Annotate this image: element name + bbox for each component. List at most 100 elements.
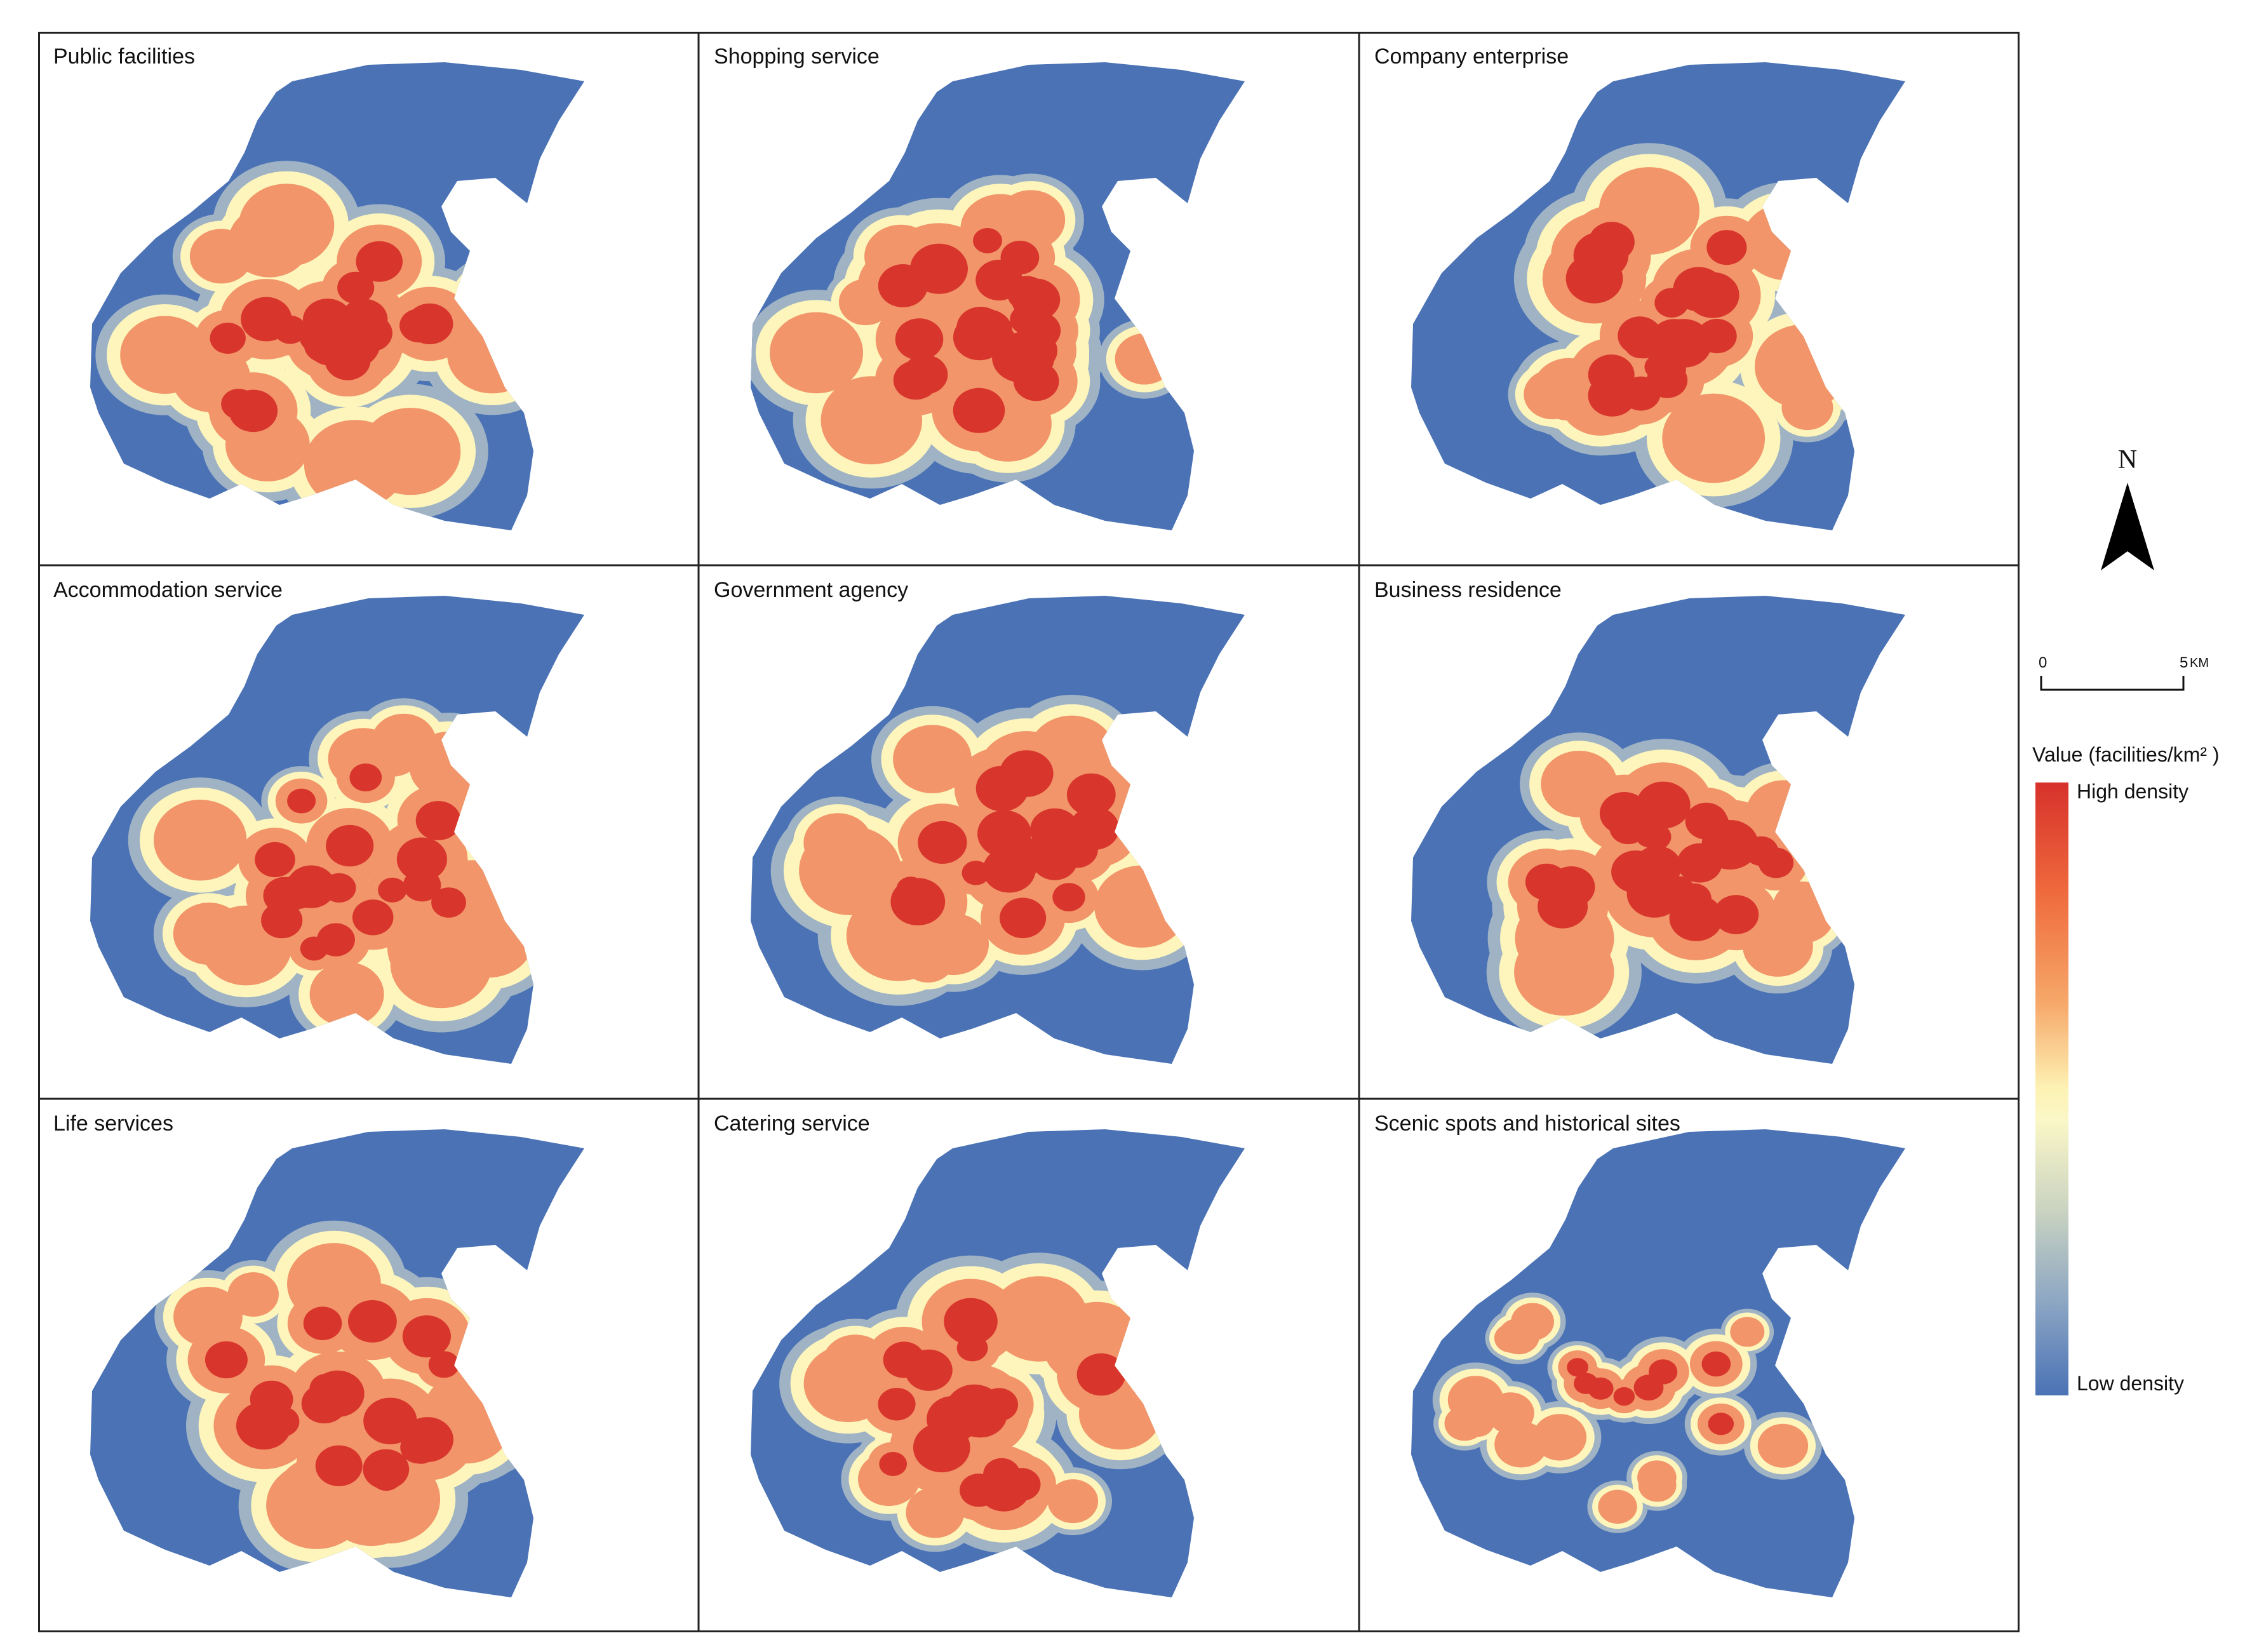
density-blob [913,1423,970,1473]
panel-title: Scenic spots and historical sites [1374,1111,1680,1136]
density-blob [977,810,1031,857]
map-panel-public-facilities: Public facilities [38,32,699,565]
panel-title: Company enterprise [1374,44,1569,69]
north-label: N [2117,445,2138,474]
density-blob [322,873,356,903]
density-blob [973,228,1002,253]
density-blob [363,1449,410,1489]
legend-color-ramp [2035,782,2068,1395]
panel-borders [38,32,2020,1632]
density-blob [893,360,939,400]
density-blob [315,1445,363,1486]
density-blob [895,318,944,361]
density-map [90,596,584,1064]
density-blob [227,1272,279,1317]
density-blob [906,1487,965,1538]
density-blob [1730,1317,1765,1347]
density-blob [1706,230,1747,265]
north-arrow: N [2089,445,2166,578]
density-blob [1007,276,1047,311]
density-blob [1640,823,1672,850]
map-panel-government-agency: Government agency [699,565,1359,1099]
density-blob [401,1417,453,1462]
density-blob [838,279,892,326]
density-hotspots [751,173,1190,489]
scale-bar-line [2040,676,2185,691]
panel-title: Life services [53,1111,173,1136]
density-blob [879,1452,908,1476]
density-blob [1002,1468,1041,1501]
density-blob [1697,319,1737,354]
legend: Value (facilities/km² ) High density Low… [2032,743,2245,1410]
density-blob [992,850,1031,884]
scale-unit-label: KM [2190,656,2209,670]
density-blob [962,861,990,885]
density-blob [878,264,928,307]
density-hotspots [1432,1293,1822,1533]
density-blob [325,340,371,380]
density-blob [1031,840,1078,880]
density-blob [1653,356,1686,384]
density-blob [1461,1408,1494,1437]
density-blob [1713,895,1759,934]
density-blob [352,899,394,936]
map-panel-shopping-service: Shopping service [699,32,1359,565]
density-blob [1532,1414,1587,1461]
density-blob [396,837,448,882]
panel-title: Public facilities [53,44,195,69]
density-blob [349,763,382,792]
density-blob [1757,1423,1809,1468]
density-map [90,1129,584,1597]
density-blob [953,387,1005,433]
density-blob [1613,1387,1635,1406]
density-blob [1624,329,1658,359]
density-blob [428,1351,460,1378]
map-panel-company-enterprise: Company enterprise [1359,32,2020,565]
density-blob [415,801,461,840]
panel-title: Accommodation service [53,578,283,602]
density-blob [904,1349,953,1391]
density-blob [154,800,247,881]
density-hotspots [128,698,560,1045]
density-blob [953,1390,1007,1438]
density-blob [1013,361,1059,401]
density-blob [1708,1413,1734,1435]
density-blob [189,229,253,284]
density-blob [918,821,967,864]
density-blob [238,184,335,267]
density-blob [893,725,972,793]
density-blob [1690,420,1746,469]
density-blob [1010,304,1045,335]
density-blob [300,936,328,961]
density-blob [229,389,278,433]
density-blob [1052,883,1085,911]
density-blob [304,420,406,509]
map-panel-accommodation-service: Accommodation service [38,565,699,1099]
density-blob [1076,1353,1126,1396]
density-blob [1673,267,1725,312]
density-blob [303,1306,342,1340]
density-blob [1567,1358,1588,1377]
map-panel-life-services: Life services [38,1099,699,1632]
density-map [751,596,1245,1064]
density-blob [1541,751,1618,817]
panel-title: Business residence [1374,578,1562,602]
density-map [751,1129,1245,1597]
density-blob [1637,1460,1677,1494]
density-blob [255,842,295,878]
density-blob [406,303,453,344]
density-blob [403,868,441,902]
density-blob [337,271,375,304]
density-blob [1758,847,1794,878]
density-blob [978,323,1015,356]
density-blob [1609,811,1647,845]
density-blob [402,1315,452,1358]
density-blob [1588,1377,1614,1400]
density-blob [431,887,466,918]
density-blob [309,962,384,1027]
map-panel-business-residence: Business residence [1359,565,2020,1099]
density-hotspots [154,1220,556,1573]
density-map [1411,62,1905,530]
density-map [90,62,584,530]
density-blob [1781,385,1833,431]
